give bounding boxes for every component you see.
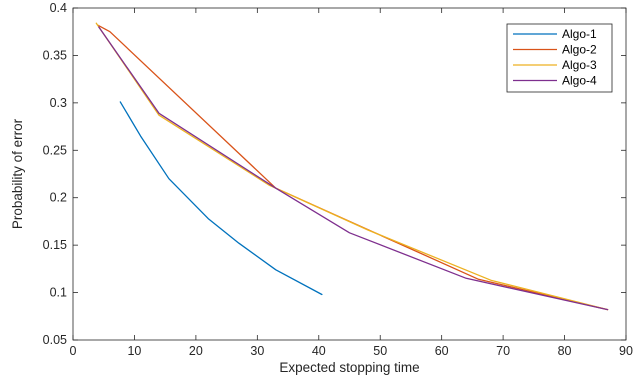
series-layer <box>95 22 609 311</box>
y-tick-label: 0.35 <box>43 48 67 62</box>
x-tick-label: 50 <box>373 344 387 358</box>
y-tick-label: 0.4 <box>50 1 67 15</box>
x-tick-label: 70 <box>496 344 510 358</box>
x-tick-label: 10 <box>127 344 141 358</box>
series-line-1 <box>119 101 323 296</box>
y-tick-label: 0.3 <box>50 96 67 110</box>
legend-label-2: Algo-2 <box>562 43 597 57</box>
series-line-4 <box>98 26 609 311</box>
x-axis-label: Expected stopping time <box>279 360 419 375</box>
x-tick-label: 30 <box>250 344 264 358</box>
x-tick-label: 0 <box>70 344 77 358</box>
y-tick-label: 0.2 <box>50 191 67 205</box>
legend-label-4: Algo-4 <box>562 74 597 88</box>
series-line-3 <box>95 22 609 311</box>
y-tick-label: 0.1 <box>50 286 67 300</box>
y-tick-label: 0.25 <box>43 143 67 157</box>
y-tick-label: 0.05 <box>43 333 67 347</box>
x-tick-label: 90 <box>619 344 633 358</box>
y-tick-label: 0.15 <box>43 238 67 252</box>
legend-label-3: Algo-3 <box>562 58 597 72</box>
x-tick-label: 80 <box>558 344 572 358</box>
y-axis-label: Probability of error <box>10 118 25 229</box>
x-tick-label: 20 <box>189 344 203 358</box>
legend-label-1: Algo-1 <box>562 27 597 41</box>
x-tick-label: 40 <box>312 344 326 358</box>
axes-box <box>72 7 627 341</box>
x-tick-label: 60 <box>435 344 449 358</box>
axes-layer: 0 10 20 30 40 50 60 70 80 90 0.05 0.1 0.15 0.2 0.25 0.3… <box>43 1 633 358</box>
